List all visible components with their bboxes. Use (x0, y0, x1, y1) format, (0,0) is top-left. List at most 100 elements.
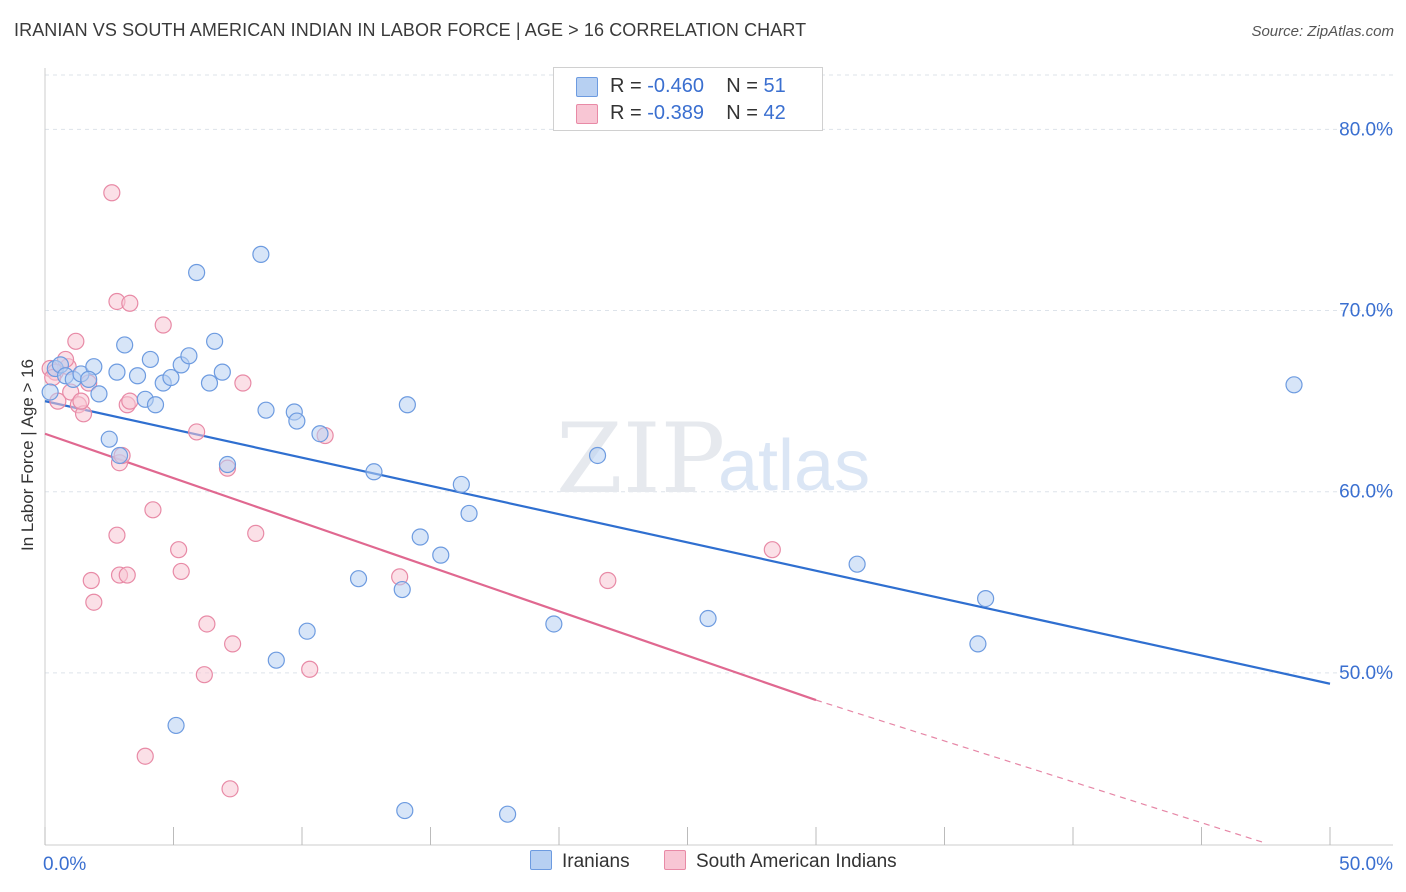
tick-labels: 50.0% 60.0% 70.0% 80.0% 0.0% 50.0% (43, 119, 1393, 875)
iranian-point (206, 332, 224, 350)
iranian-point (257, 401, 275, 419)
y-tick-label: 50.0% (1339, 663, 1393, 684)
south-american-indians-trend-line (44, 432, 817, 702)
iranian-point (969, 635, 987, 653)
legend-r-label: R = (610, 102, 642, 124)
iranian-point (393, 580, 411, 599)
iranian-point (80, 370, 98, 388)
y-tick-label: 60.0% (1339, 482, 1393, 503)
iranian-point (365, 463, 383, 481)
chart-title: IRANIAN VS SOUTH AMERICAN INDIAN IN LABO… (14, 20, 807, 40)
source-credit: Source: ZipAtlas.com (1251, 23, 1394, 40)
south-american-indian-point (82, 571, 100, 590)
legend: R = -0.460 N = 51 R = -0.389 N = 42 (553, 67, 823, 131)
iranian-point (146, 396, 165, 414)
iranian-point (977, 589, 995, 608)
iranian-point (396, 801, 414, 820)
bottom-legend-label-iranians: Iranians (562, 851, 630, 872)
iranian-point (267, 651, 285, 669)
iranian-point (432, 546, 450, 564)
legend-n-label: N = (726, 75, 758, 97)
south-american-indian-point (195, 666, 213, 684)
iranian-point (499, 805, 517, 823)
iranian-point (699, 609, 717, 628)
south-american-indian-point (599, 571, 617, 590)
south-american-indian-point (103, 184, 121, 202)
y-tick-label: 70.0% (1339, 301, 1393, 322)
iranian-point (200, 374, 219, 392)
iranian-point (141, 350, 159, 369)
x-tick-label: 0.0% (43, 854, 86, 875)
south-american-indian-point (247, 524, 265, 542)
iranian-point (252, 245, 270, 263)
legend-n-value: 51 (763, 75, 786, 97)
data-points (41, 184, 1303, 823)
south-american-indian-point (144, 501, 162, 519)
legend-swatch-south-american-indians (576, 103, 598, 124)
bottom-legend-south-american-indians: South American Indians (664, 850, 897, 873)
south-american-indian-point (108, 526, 126, 544)
iranian-point (349, 570, 368, 588)
iranian-point (100, 430, 118, 448)
iranian-point (128, 367, 147, 385)
iranian-point (311, 425, 329, 443)
iranian-point (213, 363, 231, 381)
south-american-indian-point (234, 374, 252, 392)
iranian-point (90, 385, 108, 403)
bottom-legend-swatch-iranians (530, 850, 552, 870)
iranian-point (162, 368, 180, 387)
legend-r-value: -0.460 (647, 75, 704, 97)
iranian-point (452, 475, 470, 494)
watermark-atlas: atlas (718, 426, 870, 506)
south-american-indian-point (763, 541, 781, 559)
iranian-point (588, 446, 607, 465)
grid-lines (45, 74, 1393, 674)
legend-n-label: N = (726, 102, 758, 124)
legend-n-value: 42 (763, 102, 786, 124)
bottom-legend-swatch-south-american-indians (664, 850, 686, 870)
south-american-indians-trend-extension (815, 699, 1266, 844)
south-american-indian-point (301, 660, 319, 678)
south-american-indian-point (136, 747, 154, 765)
watermark: ZIP atlas (556, 403, 870, 515)
iranian-point (848, 555, 866, 573)
iranians-trend-line (44, 400, 1331, 685)
legend-row-iranians: R = -0.460 N = 51 (576, 75, 786, 99)
iranian-point (398, 396, 416, 414)
iranian-point (108, 363, 126, 381)
iranian-point (288, 412, 306, 430)
south-american-indian-point (85, 593, 103, 611)
iranian-point (460, 504, 478, 523)
south-american-indian-point (188, 423, 206, 441)
south-american-indian-point (198, 615, 216, 633)
iranian-point (188, 263, 206, 282)
iranian-point (41, 383, 59, 401)
iranian-point (110, 446, 129, 465)
x-tick-label: 50.0% (1339, 854, 1393, 875)
south-american-indian-point (121, 392, 139, 410)
bottom-legend-iranians: Iranians (530, 850, 630, 873)
axes (44, 68, 1393, 846)
iranian-point (180, 347, 198, 365)
iranian-point (167, 716, 185, 735)
iranian-point (545, 615, 563, 633)
south-american-indian-point (121, 294, 139, 312)
iranian-point (298, 622, 316, 640)
south-american-indian-point (118, 566, 136, 584)
iranian-point (411, 528, 429, 546)
y-tick-label: 80.0% (1339, 119, 1393, 140)
south-american-indian-point (172, 562, 190, 581)
legend-r-value: -0.389 (647, 102, 704, 124)
iranian-point (1285, 376, 1303, 394)
south-american-indian-point (67, 332, 85, 350)
watermark-zip: ZIP (556, 403, 725, 515)
legend-row-south-american-indians: R = -0.389 N = 42 (576, 102, 786, 126)
south-american-indian-point (224, 635, 242, 653)
south-american-indian-point (72, 392, 90, 410)
bottom-legend-label-south-american-indians: South American Indians (696, 851, 897, 872)
legend-swatch-iranians (576, 76, 598, 97)
south-american-indian-point (154, 316, 172, 334)
iranian-point (116, 336, 134, 354)
trend-lines (44, 400, 1331, 844)
